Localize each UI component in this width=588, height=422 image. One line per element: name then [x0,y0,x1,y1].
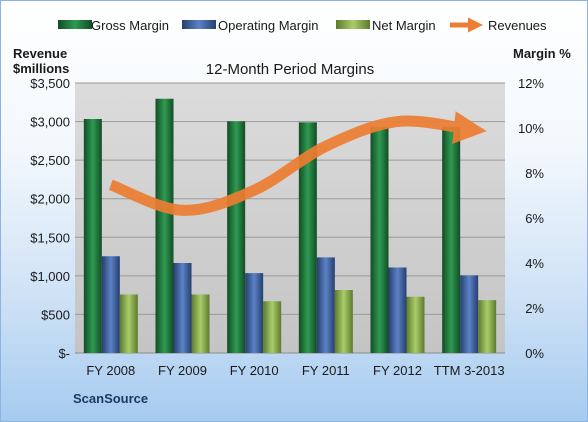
bar-net-margin-ttm-3-2013 [478,300,497,353]
legend-swatch-net-margin [336,20,370,29]
bar-operating-margin-fy-2011 [316,257,335,353]
bar-net-margin-fy-2008 [119,294,138,353]
bar-gross-margin-fy-2012 [370,126,389,353]
legend-label-gross-margin: Gross Margin [91,18,169,33]
chart-title: 12-Month Period Margins [206,61,374,78]
left-tick-label: $- [58,346,70,361]
gridlines [75,82,505,354]
legend: Gross Margin Operating Margin Net Margin… [58,17,547,33]
legend-swatch-operating-margin [182,20,216,29]
bar-gross-margin-fy-2008 [83,119,102,353]
category-label: FY 2011 [302,363,350,378]
category-label: FY 2008 [86,363,135,378]
right-tick-label: 10% [518,121,544,136]
bar-operating-margin-fy-2010 [245,273,264,353]
legend-label-revenues: Revenues [488,18,547,33]
left-axis-label-line2: $millions [13,61,69,76]
left-tick-label: $1,000 [30,269,70,284]
left-tick-label: $2,500 [30,153,70,168]
right-axis-label: Margin % [513,46,571,61]
bar-operating-margin-fy-2009 [173,263,192,353]
legend-item-net-margin: Net Margin [336,18,436,33]
right-tick-label: 12% [518,76,544,91]
bar-gross-margin-fy-2009 [155,98,174,353]
right-tick-label: 0% [525,346,544,361]
bar-operating-margin-fy-2012 [388,267,407,353]
bar-net-margin-fy-2010 [263,301,282,353]
category-label: FY 2009 [158,363,207,378]
legend-label-net-margin: Net Margin [372,18,436,33]
right-tick-label: 2% [525,301,544,316]
right-axis-ticks: 0% 2% 4% 6% 8% 10% 12% [518,76,544,361]
legend-label-operating-margin: Operating Margin [218,18,318,33]
legend-swatch-gross-margin [58,20,92,29]
bar-operating-margin-ttm-3-2013 [460,275,479,353]
revenue-line [108,111,487,216]
bar-net-margin-fy-2009 [191,294,210,353]
right-tick-label: 8% [525,166,544,181]
left-tick-label: $2,000 [30,192,70,207]
bar-operating-margin-fy-2008 [101,256,120,353]
bar-net-margin-fy-2012 [406,296,425,353]
right-tick-label: 6% [525,211,544,226]
category-label: FY 2012 [373,363,422,378]
left-tick-label: $1,500 [30,230,70,245]
category-label: FY 2010 [230,363,279,378]
legend-item-gross-margin: Gross Margin [58,18,169,33]
bar-series [83,98,497,353]
bar-net-margin-fy-2011 [334,290,353,353]
left-tick-label: $3,500 [30,76,70,91]
legend-item-revenues: Revenues [450,17,547,33]
category-label: TTM 3-2013 [434,363,505,378]
category-axis-ticks: FY 2008 FY 2009 FY 2010 FY 2011 FY 2012 TTM 3… [86,363,504,378]
left-axis-label-line1: Revenue [13,46,67,61]
legend-item-operating-margin: Operating Margin [182,18,318,33]
revenue-series [108,111,487,216]
brand-label: ScanSource [73,391,148,406]
bar-gross-margin-fy-2010 [227,121,246,353]
bar-gross-margin-ttm-3-2013 [442,126,461,353]
left-tick-label: $500 [41,307,70,322]
right-tick-label: 4% [525,256,544,271]
left-tick-label: $3,000 [30,115,70,130]
bar-gross-margin-fy-2011 [298,122,317,353]
left-axis-ticks: $- $500 $1,000 $1,500 $2,000 $2,500 $3,000 $3,5… [30,76,70,361]
